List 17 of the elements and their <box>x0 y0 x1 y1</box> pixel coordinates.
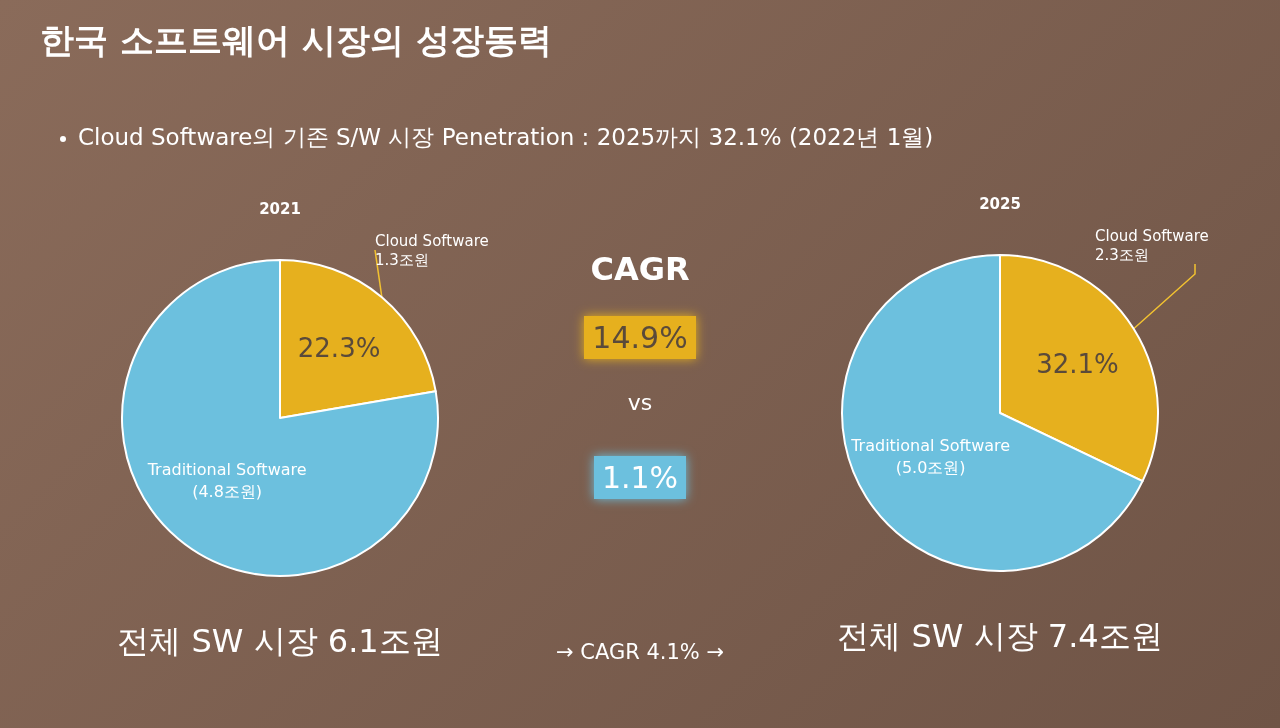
text: 전체 SW 시장 6.1조원 <box>116 621 444 662</box>
text: vs <box>627 390 653 415</box>
slice-label: Traditional Software (4.8조원) <box>146 460 307 502</box>
slice-label: Traditional Software (5.0조원) <box>850 436 1011 478</box>
chart-title: 2025 <box>979 194 1021 213</box>
chart-title: 2021 <box>259 199 301 218</box>
slice-label: Cloud Software 2.3조원 <box>1095 226 1209 264</box>
text: Cloud Software의 기존 S/W 시장 Penetration : 2025까지 32.1% (2022년 1월) <box>78 123 934 152</box>
text: 1.1% <box>593 456 687 499</box>
slice-label: Cloud Software 1.3조원 <box>375 231 489 269</box>
text: → CAGR 4.1% → <box>555 640 725 664</box>
data-label: 22.3% <box>297 332 381 363</box>
text: 14.9% <box>584 316 696 359</box>
data-label: 32.1% <box>1036 349 1119 380</box>
text: CAGR <box>589 250 691 288</box>
text: 한국 소프트웨어 시장의 성장동력 <box>40 19 552 62</box>
text: 전체 SW 시장 7.4조원 <box>836 616 1164 657</box>
